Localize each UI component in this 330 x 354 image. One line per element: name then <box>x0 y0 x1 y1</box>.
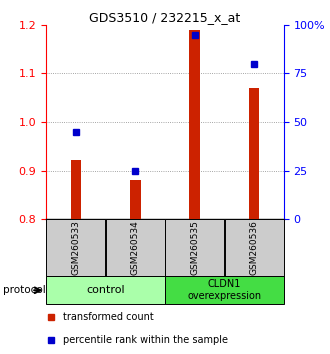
Bar <box>47 219 105 276</box>
Text: percentile rank within the sample: percentile rank within the sample <box>63 335 228 346</box>
Bar <box>47 276 165 304</box>
Bar <box>130 179 141 219</box>
Text: protocol: protocol <box>3 285 46 295</box>
Title: GDS3510 / 232215_x_at: GDS3510 / 232215_x_at <box>89 11 241 24</box>
Text: GSM260534: GSM260534 <box>131 221 140 275</box>
Bar <box>249 88 259 219</box>
Bar <box>225 219 283 276</box>
Bar <box>106 219 165 276</box>
Text: GSM260536: GSM260536 <box>249 220 259 275</box>
Bar <box>71 160 81 219</box>
Text: GSM260535: GSM260535 <box>190 220 199 275</box>
Text: GSM260533: GSM260533 <box>71 220 81 275</box>
Text: transformed count: transformed count <box>63 312 153 322</box>
Text: CLDN1
overexpression: CLDN1 overexpression <box>187 279 261 301</box>
Bar <box>165 219 224 276</box>
Bar <box>189 30 200 219</box>
Bar <box>165 276 283 304</box>
Text: control: control <box>86 285 125 295</box>
